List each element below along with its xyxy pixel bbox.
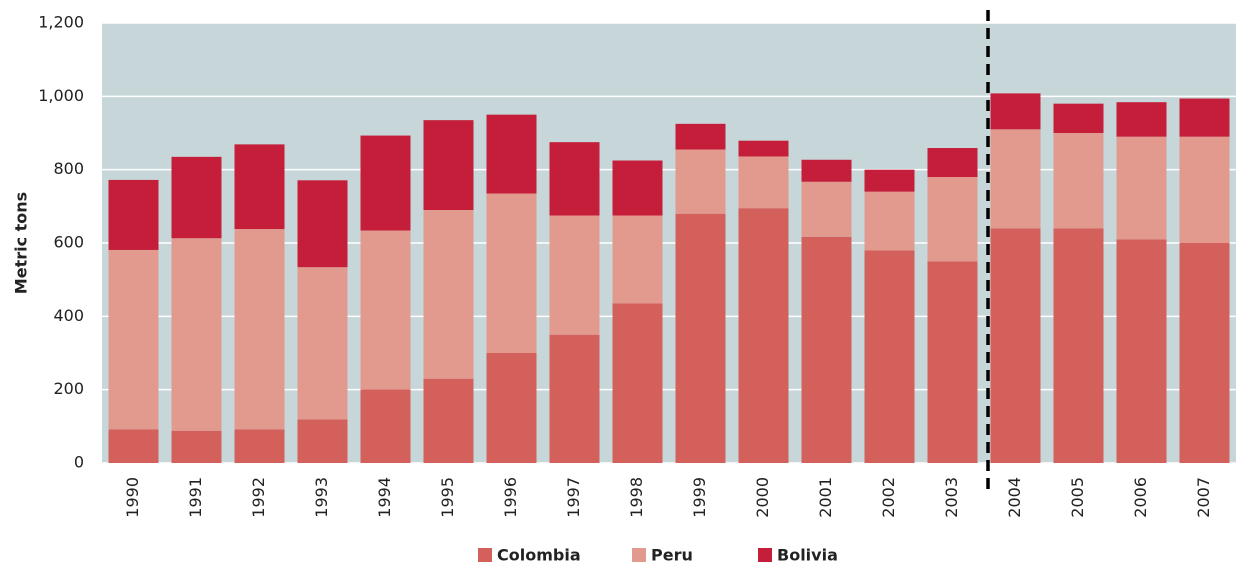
legend-swatch [632,548,646,562]
bar-segment [171,238,222,431]
x-tick-label: 1995 [438,477,457,518]
y-axis-title: Metric tons [12,192,31,294]
bar-segment [927,177,978,262]
bar-segment [486,353,537,463]
bar-segment [990,129,1041,229]
x-tick-label: 2000 [753,477,772,518]
y-tick-label: 1,000 [38,86,84,105]
x-tick-label: 1998 [627,477,646,518]
bar-segment [297,180,348,268]
bar-segment [1053,133,1104,229]
bar-segment [864,169,915,192]
legend-label: Bolivia [777,546,838,565]
bar-segment [612,215,663,304]
x-tick-label: 1996 [501,477,520,518]
bar-segment [1179,243,1230,463]
x-tick-label: 2005 [1068,477,1087,518]
bar-segment [297,267,348,420]
x-tick-label: 1993 [312,477,331,518]
bar-segment [423,210,474,379]
bar-segment [549,142,600,216]
bar-segment [864,250,915,463]
x-tick-label: 2003 [942,477,961,518]
bar-segment [1116,102,1167,137]
bar-segment [549,334,600,463]
x-tick-label: 2004 [1005,477,1024,518]
x-tick-label: 1999 [690,477,709,518]
bar-segment [1179,136,1230,243]
bar-segment [1179,98,1230,137]
legend-swatch [478,548,492,562]
bar-segment [738,156,789,209]
legend-label: Colombia [497,546,581,565]
marks: 0 200 400 600 800 1,000 1,200 1990 1991 1992 1993 1… [38,13,1236,565]
y-tick-label: 0 [74,453,84,472]
bar-segment [486,114,537,194]
legend-label: Peru [651,546,693,565]
y-tick-label: 600 [53,233,84,252]
bar-segment [801,181,852,237]
bar-segment [1053,228,1104,463]
bar-segment [360,389,411,463]
y-tick-label: 200 [53,379,84,398]
bar-segment [549,215,600,335]
bar-segment [927,148,978,177]
bar-segment [108,429,159,463]
bar-segment [360,230,411,390]
bar-segment [423,378,474,463]
x-tick-label: 1991 [186,477,205,518]
bar-segment [234,144,285,230]
bar-segment [675,149,726,214]
bar-segment [1116,136,1167,240]
legend-swatch [758,548,772,562]
x-tick-label: 1992 [249,477,268,518]
bar-segment [612,160,663,216]
bar-segment [108,179,159,250]
y-tick-label: 800 [53,159,84,178]
bar-segment [1053,103,1104,133]
bar-segment [423,120,474,210]
bar-segment [486,193,537,353]
bar-segment [297,419,348,463]
y-tick-label: 1,200 [38,13,84,32]
bar-segment [990,93,1041,130]
bar-segment [612,303,663,463]
bar-segment [171,430,222,463]
x-tick-label: 2002 [879,477,898,518]
x-tick-label: 2007 [1194,477,1213,518]
bar-segment [738,140,789,157]
bar-segment [990,228,1041,463]
bar-segment [738,208,789,463]
bar-segment [675,123,726,150]
x-tick-label: 1997 [564,477,583,518]
bar-segment [801,236,852,463]
bar-segment [1116,239,1167,463]
bar-segment [108,249,159,430]
y-tick-label: 400 [53,306,84,325]
bar-segment [801,159,852,182]
x-tick-label: 1990 [123,477,142,518]
bar-segment [234,429,285,463]
x-tick-label: 1994 [375,477,394,518]
bar-segment [675,213,726,463]
x-tick-label: 2001 [816,477,835,518]
bar-segment [234,229,285,430]
bar-segment [171,156,222,239]
bar-segment [360,135,411,231]
bar-segment [864,191,915,251]
bar-segment [927,261,978,463]
x-tick-label: 2006 [1131,477,1150,518]
